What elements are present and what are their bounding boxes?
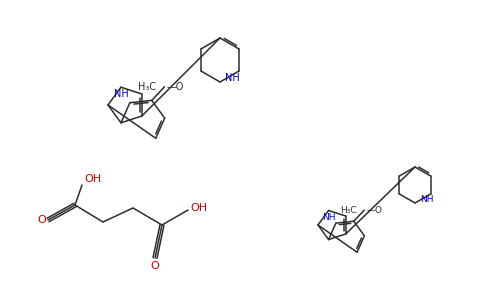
Text: NH: NH [114, 89, 128, 99]
Text: OH: OH [190, 203, 207, 213]
Text: NH: NH [420, 194, 434, 203]
Text: O: O [151, 261, 159, 271]
Text: H₃C: H₃C [340, 206, 356, 214]
Text: H₃C: H₃C [138, 82, 156, 92]
Text: O: O [38, 215, 46, 225]
Text: OH: OH [84, 174, 101, 184]
Text: NH: NH [322, 213, 335, 222]
Text: —O: —O [166, 82, 184, 92]
Text: NH: NH [225, 73, 240, 83]
Text: —O: —O [366, 206, 382, 214]
